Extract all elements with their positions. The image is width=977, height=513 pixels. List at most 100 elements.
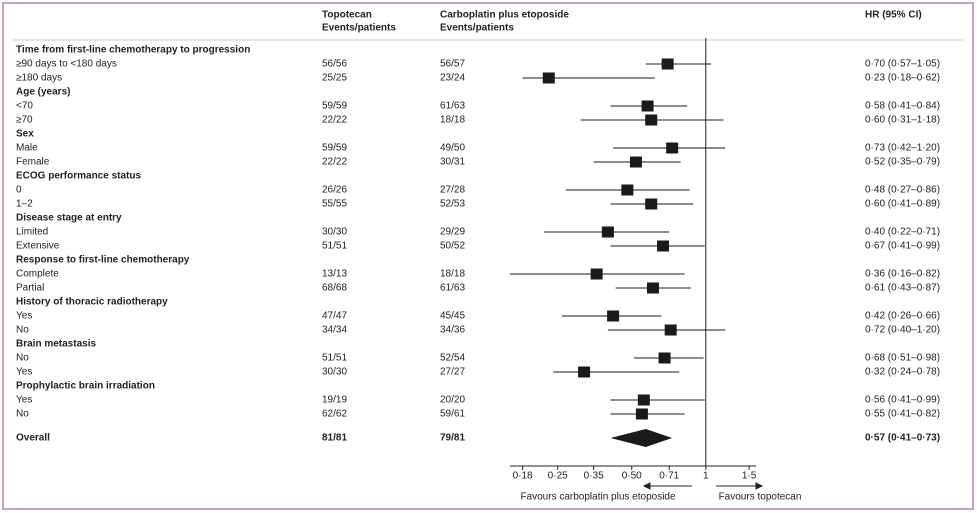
topotecan-events: 34/34 [322, 325, 347, 336]
group-title: Time from first-line chemotherapy to pro… [16, 45, 250, 56]
hr-box [542, 72, 555, 84]
hr-label: 0·70 (0·57–1·05) [865, 59, 940, 70]
hr-label: 0·56 (0·41–0·99) [865, 395, 940, 406]
row-label: Extensive [16, 241, 60, 252]
group-title: Disease stage at entry [16, 213, 122, 224]
hr-box [641, 100, 654, 112]
row-label: ≥90 days to <180 days [16, 59, 117, 70]
hr-box [661, 58, 674, 70]
topotecan-events: 47/47 [322, 311, 347, 322]
hr-label: 0·60 (0·31–1·18) [865, 115, 940, 126]
carbo-events: 18/18 [440, 269, 465, 280]
x-tick-label: 0·35 [584, 471, 604, 482]
carbo-events: 52/53 [440, 199, 465, 210]
hr-label: 0·52 (0·35–0·79) [865, 157, 940, 168]
row-label: <70 [16, 101, 33, 112]
row-label: Partial [16, 283, 44, 294]
row-label: No [16, 325, 29, 336]
header: Topotecan [322, 10, 372, 21]
hr-label: 0·32 (0·24–0·78) [865, 367, 940, 378]
carbo-events: 30/31 [440, 157, 465, 168]
topotecan-events: 56/56 [322, 59, 347, 70]
hr-label: 0·23 (0·18–0·62) [865, 73, 940, 84]
hr-label: 0·61 (0·43–0·87) [865, 283, 940, 294]
topotecan-events: 13/13 [322, 269, 347, 280]
favours-label: Favours carboplatin plus etoposide [520, 492, 676, 503]
hr-label: 0·67 (0·41–0·99) [865, 241, 940, 252]
row-label: Yes [16, 367, 32, 378]
carbo-events: 52/54 [440, 353, 465, 364]
topotecan-events: 25/25 [322, 73, 347, 84]
hr-box [664, 324, 677, 336]
row-label: Overall [16, 433, 50, 444]
hr-label: 0·60 (0·41–0·89) [865, 199, 940, 210]
hr-label: 0·57 (0·41–0·73) [865, 433, 940, 444]
hr-box [578, 366, 591, 378]
carbo-events: 34/36 [440, 325, 465, 336]
hr-label: 0·55 (0·41–0·82) [865, 409, 940, 420]
hr-label: 0·72 (0·40–1·20) [865, 325, 940, 336]
hr-box [645, 114, 658, 126]
row-label: No [16, 353, 29, 364]
hr-label: 0·58 (0·41–0·84) [865, 101, 940, 112]
topotecan-events: 26/26 [322, 185, 347, 196]
hr-box [629, 156, 642, 168]
topotecan-events: 30/30 [322, 367, 347, 378]
topotecan-events: 51/51 [322, 353, 347, 364]
group-title: Prophylactic brain irradiation [16, 381, 155, 392]
carbo-events: 23/24 [440, 73, 465, 84]
row-label: Complete [16, 269, 59, 280]
carbo-events: 56/57 [440, 59, 465, 70]
hr-box [646, 282, 659, 294]
carbo-events: 27/27 [440, 367, 465, 378]
favours-label: Favours topotecan [719, 492, 802, 503]
carbo-events: 45/45 [440, 311, 465, 322]
carbo-events: 61/63 [440, 283, 465, 294]
topotecan-events: 55/55 [322, 199, 347, 210]
hr-label: 0·42 (0·26–0·66) [865, 311, 940, 322]
hr-box [637, 394, 650, 406]
row-label: Female [16, 157, 50, 168]
topotecan-events: 19/19 [322, 395, 347, 406]
hr-label: 0·73 (0·42–1·20) [865, 143, 940, 154]
group-title: Age (years) [16, 87, 70, 98]
hr-box [657, 240, 670, 252]
group-title: Sex [16, 129, 34, 140]
topotecan-events: 59/59 [322, 101, 347, 112]
hr-label: 0·36 (0·16–0·82) [865, 269, 940, 280]
header: Events/patients [322, 23, 396, 34]
topotecan-events: 22/22 [322, 157, 347, 168]
x-tick-label: 0·18 [513, 471, 533, 482]
x-tick-label: 0·25 [548, 471, 568, 482]
topotecan-events: 51/51 [322, 241, 347, 252]
carbo-events: 49/50 [440, 143, 465, 154]
group-title: History of thoracic radiotherapy [16, 297, 168, 308]
carbo-events: 59/61 [440, 409, 465, 420]
hr-label: 0·48 (0·27–0·86) [865, 185, 940, 196]
topotecan-events: 68/68 [322, 283, 347, 294]
carbo-events: 50/52 [440, 241, 465, 252]
hr-label: 0·40 (0·22–0·71) [865, 227, 940, 238]
row-label: No [16, 409, 29, 420]
topotecan-events: 22/22 [322, 115, 347, 126]
header: Events/patients [440, 23, 514, 34]
row-label: ≥70 [16, 115, 33, 126]
x-tick-label: 0·50 [622, 471, 642, 482]
hr-box [658, 352, 671, 364]
hr-box [590, 268, 603, 280]
topotecan-events: 59/59 [322, 143, 347, 154]
group-title: ECOG performance status [16, 171, 141, 182]
x-tick-label: 1 [703, 471, 709, 482]
carbo-events: 18/18 [440, 115, 465, 126]
hr-box [635, 408, 648, 420]
hr-box [645, 198, 658, 210]
carbo-events: 79/81 [440, 433, 465, 444]
row-label: Limited [16, 227, 48, 238]
x-tick-label: 1·5 [742, 471, 757, 482]
x-tick-label: 0·71 [659, 471, 679, 482]
header: HR (95% CI) [865, 10, 922, 21]
carbo-events: 20/20 [440, 395, 465, 406]
group-title: Brain metastasis [16, 339, 96, 350]
